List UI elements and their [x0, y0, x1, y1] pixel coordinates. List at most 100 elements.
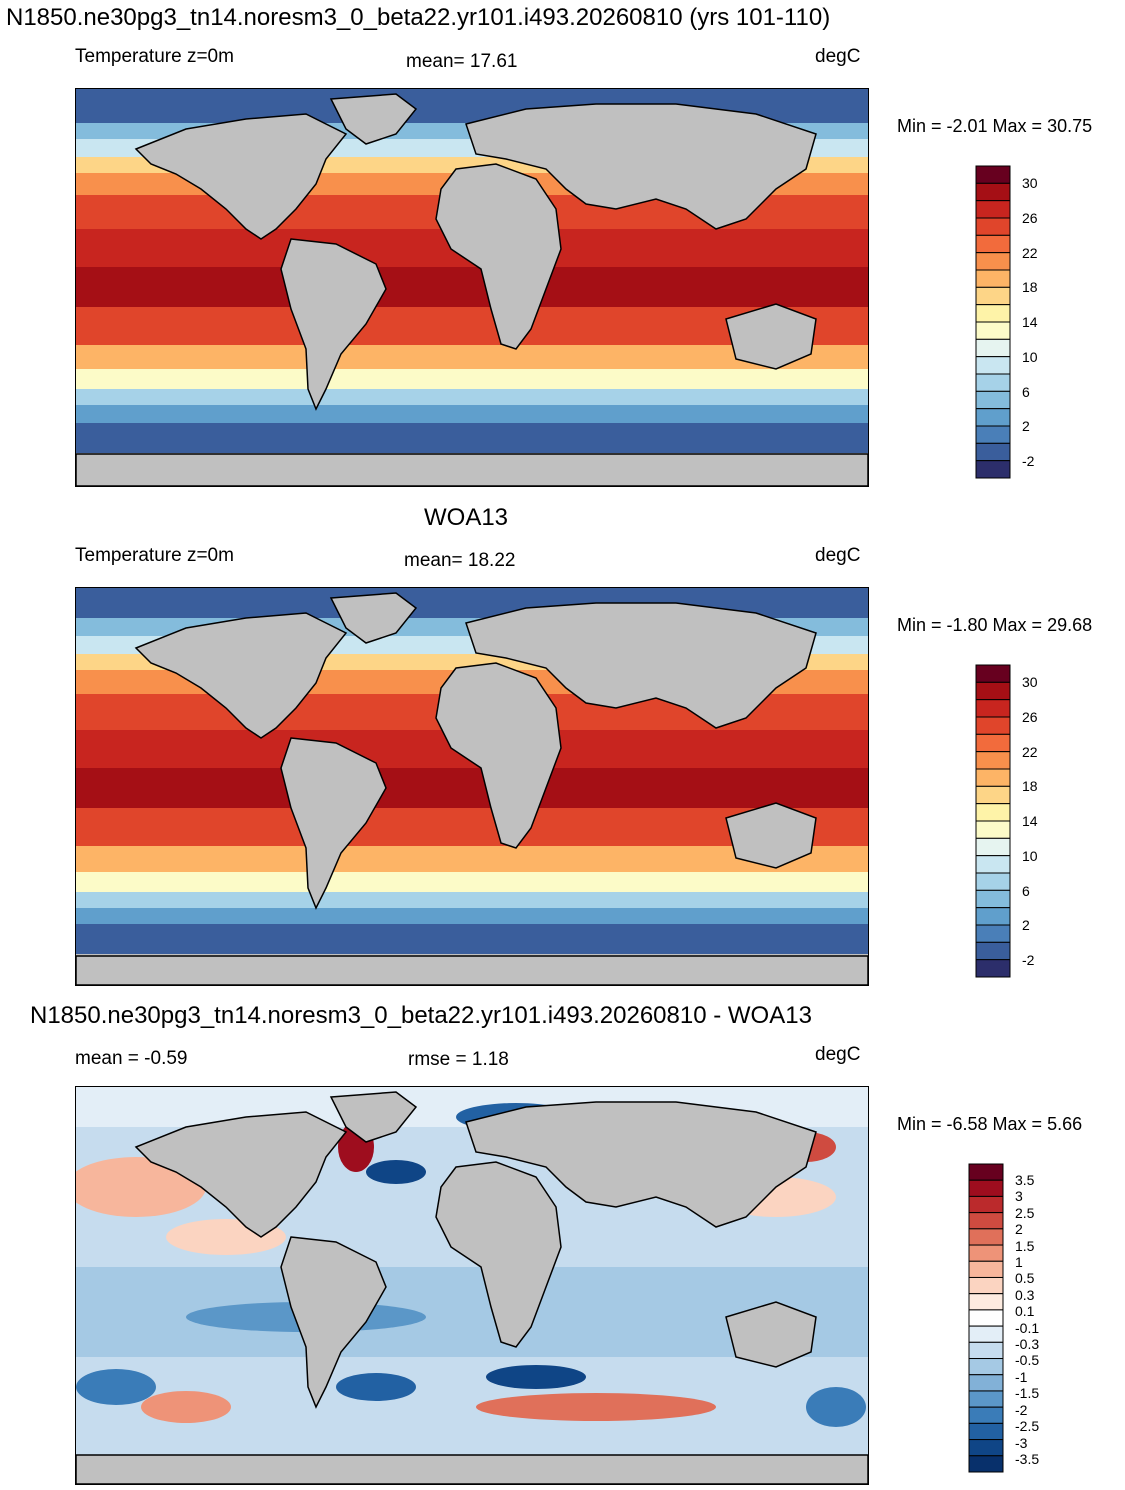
- anomaly-patch: [486, 1365, 586, 1389]
- panel1-minmax: Min = -2.01 Max = 30.75: [897, 116, 1093, 136]
- colorbar-swatch: [975, 872, 1011, 891]
- colorbar-swatch: [975, 820, 1011, 839]
- anomaly-patch: [76, 1369, 156, 1405]
- colorbar-tick: -2: [1022, 952, 1035, 968]
- ocean-band: [76, 389, 868, 405]
- colorbar-tick: -2.5: [1015, 1418, 1040, 1434]
- colorbar-swatch: [968, 1244, 1004, 1262]
- colorbar-swatch: [975, 733, 1011, 753]
- colorbar-swatch: [975, 390, 1011, 410]
- colorbar-swatch: [968, 1195, 1004, 1214]
- colorbar-swatch: [968, 1212, 1004, 1230]
- colorbar-swatch: [975, 442, 1011, 462]
- north-america: [134, 1111, 348, 1238]
- ocean-band: [76, 768, 868, 808]
- colorbar-tick: 2: [1015, 1221, 1023, 1237]
- colorbar-swatch: [968, 1179, 1004, 1197]
- colorbar-tick: 0.5: [1015, 1270, 1035, 1286]
- colorbar-swatch: [968, 1228, 1004, 1246]
- anomaly-patch: [336, 1373, 416, 1401]
- colorbar-tick: 10: [1022, 848, 1038, 864]
- colorbar-swatch: [975, 321, 1011, 340]
- colorbar-swatch: [968, 1341, 1004, 1360]
- colorbar-swatch: [975, 681, 1011, 701]
- anomaly-patch: [366, 1160, 426, 1184]
- colorbar-swatch: [975, 269, 1011, 288]
- panel1-map-svg: [76, 89, 868, 486]
- panel2-colorbar: [975, 664, 1011, 978]
- panel2-title: WOA13: [424, 504, 509, 531]
- south-america: [280, 1236, 387, 1409]
- colorbar-tick: 26: [1022, 709, 1038, 725]
- colorbar-swatch: [975, 751, 1011, 770]
- colorbar-swatch: [968, 1358, 1004, 1376]
- colorbar-tick: -2: [1015, 1402, 1028, 1418]
- colorbar-tick: 22: [1022, 744, 1038, 760]
- panel2-units-label: degC: [815, 545, 861, 566]
- panel1-variable-label: Temperature z=0m: [75, 46, 234, 67]
- colorbar-swatch: [975, 165, 1011, 184]
- colorbar-tick: 30: [1022, 674, 1038, 690]
- colorbar-swatch: [975, 234, 1011, 254]
- colorbar-tick: 30: [1022, 175, 1038, 191]
- panel2-variable-label: Temperature z=0m: [75, 545, 234, 566]
- colorbar-tick: 0.3: [1015, 1287, 1035, 1303]
- colorbar-swatch: [975, 716, 1011, 735]
- eurasia: [465, 103, 817, 230]
- continents: [76, 592, 868, 985]
- eurasia: [465, 602, 817, 729]
- panel3-title: N1850.ne30pg3_tn14.noresm3_0_beta22.yr10…: [30, 1002, 812, 1029]
- anomaly-patch: [76, 1157, 206, 1217]
- colorbar-swatch: [975, 408, 1011, 427]
- africa: [435, 1161, 562, 1348]
- colorbar-tick: 26: [1022, 210, 1038, 226]
- greenland: [329, 592, 418, 644]
- panel1-colorbar: [975, 165, 1011, 479]
- continents: [76, 93, 868, 486]
- panel2-minmax: Min = -1.80 Max = 29.68: [897, 615, 1093, 635]
- colorbar-tick: 0.1: [1015, 1303, 1035, 1319]
- colorbar-tick: 10: [1022, 349, 1038, 365]
- africa: [435, 163, 562, 350]
- colorbar-swatch: [975, 959, 1011, 978]
- colorbar-tick: 3.5: [1015, 1172, 1035, 1188]
- ocean-band: [76, 924, 868, 954]
- colorbar-swatch: [975, 924, 1011, 943]
- colorbar-tick: 2: [1022, 418, 1030, 434]
- colorbar-tick: 18: [1022, 778, 1038, 794]
- panel3-units-label: degC: [815, 1044, 861, 1065]
- north-america: [134, 612, 348, 739]
- panel2-map-svg: [76, 588, 868, 985]
- colorbar-swatch: [968, 1309, 1004, 1327]
- colorbar-swatch: [975, 664, 1011, 683]
- colorbar-swatch: [975, 182, 1011, 202]
- panel3-map-svg: [76, 1087, 868, 1484]
- eurasia: [465, 1101, 817, 1228]
- colorbar-tick: -0.1: [1015, 1320, 1040, 1336]
- colorbar-swatch: [975, 785, 1011, 805]
- colorbar-tick: 3: [1015, 1188, 1023, 1204]
- colorbar-tick: 22: [1022, 245, 1038, 261]
- colorbar-swatch: [975, 768, 1011, 787]
- ocean-band: [76, 872, 868, 892]
- anomaly-patch: [476, 1393, 716, 1421]
- colorbar-swatch: [975, 460, 1011, 479]
- panel2-colorbar-ticks: 30 26 22 18 14 10 6 2 -2: [1022, 664, 1082, 979]
- colorbar-swatch: [975, 200, 1011, 219]
- colorbar-swatch: [975, 304, 1011, 323]
- antarctica: [76, 1454, 868, 1484]
- anomaly-patch: [806, 1387, 866, 1427]
- colorbar-swatch: [968, 1439, 1004, 1457]
- antarctica: [76, 453, 868, 486]
- north-america: [134, 113, 348, 240]
- ocean-band: [76, 908, 868, 924]
- colorbar-swatch: [975, 373, 1011, 392]
- colorbar-tick: -0.3: [1015, 1336, 1040, 1352]
- south-america: [280, 737, 387, 910]
- ocean-band: [76, 423, 868, 453]
- anomaly-patch: [141, 1391, 231, 1423]
- colorbar-tick: -3.5: [1015, 1451, 1040, 1467]
- colorbar-tick: 6: [1022, 883, 1030, 899]
- ocean-band: [76, 369, 868, 389]
- colorbar-swatch: [975, 907, 1011, 926]
